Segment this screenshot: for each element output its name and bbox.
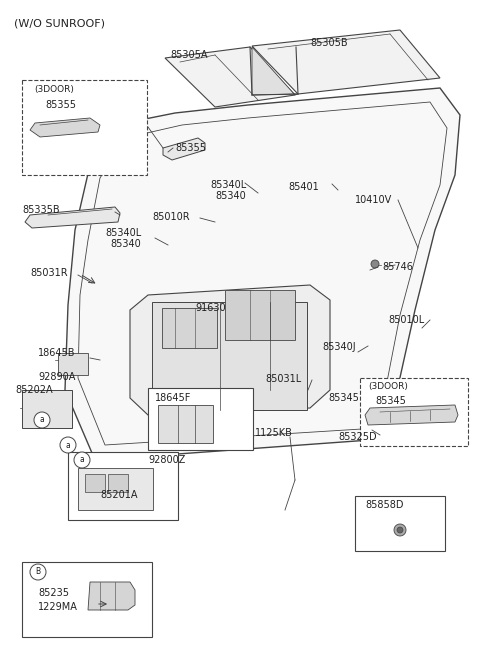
Polygon shape (65, 88, 460, 460)
Polygon shape (165, 47, 295, 107)
Bar (108, 474, 128, 492)
Bar (22, 390, 72, 428)
Text: 18645F: 18645F (155, 393, 192, 403)
Bar (22, 80, 147, 175)
Polygon shape (25, 207, 120, 228)
Text: 85335B: 85335B (22, 205, 60, 215)
Polygon shape (365, 405, 458, 425)
Bar (148, 388, 253, 450)
Bar (355, 496, 445, 551)
Circle shape (397, 527, 403, 533)
Text: 85305A: 85305A (170, 50, 207, 60)
Text: 85010R: 85010R (152, 212, 190, 222)
Text: 85345: 85345 (328, 393, 359, 403)
Text: 85355: 85355 (175, 143, 206, 153)
Text: 85340: 85340 (215, 191, 246, 201)
Bar (85, 474, 105, 492)
Bar (162, 308, 217, 348)
Text: 85031R: 85031R (30, 268, 68, 278)
Bar (22, 562, 152, 637)
Text: (3DOOR): (3DOOR) (368, 382, 408, 391)
Text: 85235: 85235 (38, 588, 69, 598)
Bar (152, 302, 307, 410)
Bar (225, 290, 295, 340)
Text: 85325D: 85325D (338, 432, 377, 442)
Bar (360, 378, 468, 446)
Polygon shape (252, 30, 440, 94)
Text: 85345: 85345 (375, 396, 406, 406)
Text: a: a (66, 441, 71, 449)
Text: 85401: 85401 (288, 182, 319, 192)
Bar (78, 468, 153, 510)
Text: 85201A: 85201A (100, 490, 137, 500)
Circle shape (74, 452, 90, 468)
Text: 10410V: 10410V (355, 195, 392, 205)
Text: (3DOOR): (3DOOR) (34, 85, 74, 94)
Circle shape (34, 412, 50, 428)
Circle shape (394, 524, 406, 536)
Text: 91630: 91630 (195, 303, 226, 313)
Text: B: B (36, 567, 41, 576)
Circle shape (60, 437, 76, 453)
Text: 18645B: 18645B (38, 348, 75, 358)
Text: 85010L: 85010L (388, 315, 424, 325)
Bar (58, 353, 88, 375)
Circle shape (30, 564, 46, 580)
Polygon shape (163, 138, 205, 160)
Text: 1125KB: 1125KB (255, 428, 293, 438)
Text: 85340J: 85340J (322, 342, 356, 352)
Text: a: a (80, 455, 84, 464)
Bar (158, 405, 213, 443)
Text: 85746: 85746 (382, 262, 413, 272)
Text: 85355: 85355 (45, 100, 76, 110)
Text: 85031L: 85031L (265, 374, 301, 384)
Polygon shape (252, 47, 298, 95)
Text: 92890A: 92890A (38, 372, 75, 382)
Polygon shape (130, 285, 330, 415)
Text: 85305B: 85305B (310, 38, 348, 48)
Text: 85202A: 85202A (15, 385, 53, 395)
Circle shape (371, 260, 379, 268)
Polygon shape (88, 582, 135, 610)
Text: 85340: 85340 (110, 239, 141, 249)
Polygon shape (30, 118, 100, 137)
Text: 85858D: 85858D (365, 500, 404, 510)
Text: 85340L: 85340L (210, 180, 246, 190)
Text: 85340L: 85340L (105, 228, 141, 238)
Bar (68, 452, 178, 520)
Text: (W/O SUNROOF): (W/O SUNROOF) (14, 18, 105, 28)
Text: a: a (40, 415, 44, 424)
Text: 92800Z: 92800Z (148, 455, 185, 465)
Text: 1229MA: 1229MA (38, 602, 78, 612)
